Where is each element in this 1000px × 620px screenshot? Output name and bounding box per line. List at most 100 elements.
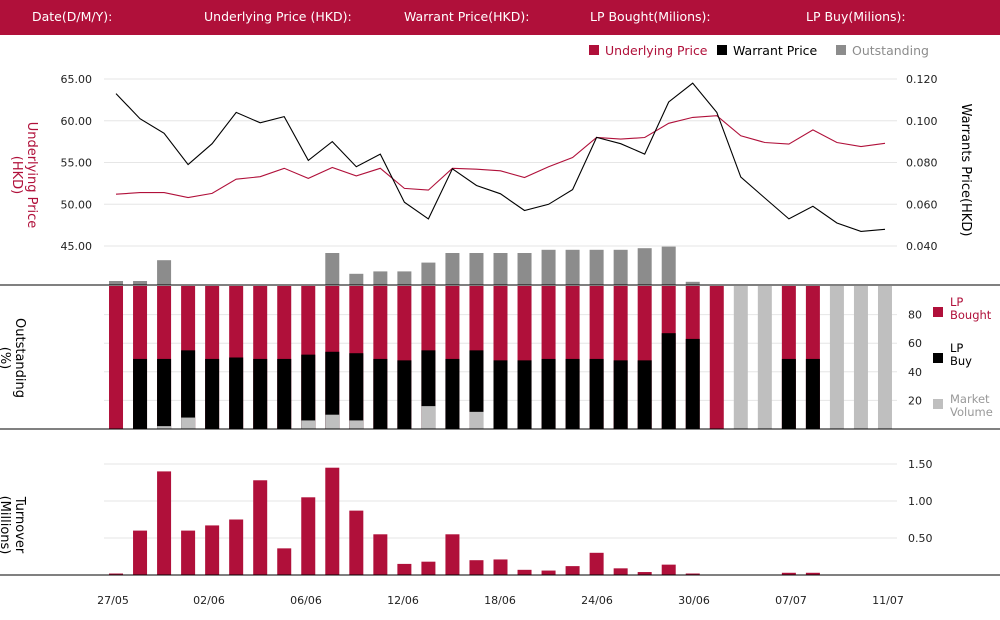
outstanding-bar <box>133 281 148 285</box>
outstanding-tick-label: 20 <box>908 394 922 407</box>
outstanding-tick-label: 60 <box>908 337 922 350</box>
market-volume-bar <box>421 406 436 429</box>
warrant-price-line <box>115 82 886 232</box>
warrant-chart: Underlying Price Warrant Price Outstandi… <box>0 43 1000 607</box>
lp-buy-bar <box>661 333 676 429</box>
x-tick-label: 18/06 <box>484 594 516 607</box>
lp-buy-bar <box>181 350 196 429</box>
legend-warrant-label: Warrant Price <box>733 43 818 58</box>
lp-buy-bar <box>349 353 364 429</box>
lp-buy-label: LP Buy(Milions): <box>806 9 906 24</box>
lp-buy-bar <box>325 351 340 429</box>
x-tick-label: 30/06 <box>678 594 710 607</box>
market-volume-bar <box>829 286 844 429</box>
outstanding-bar <box>541 249 556 285</box>
outstanding-bar <box>325 253 340 285</box>
turnover-bar <box>637 572 652 575</box>
price-legend: Underlying Price Warrant Price Outstandi… <box>589 43 929 58</box>
turnover-axis-title: Turnover(Millions) <box>0 496 27 555</box>
turnover-bar <box>517 569 532 575</box>
outstanding-bar <box>493 253 508 285</box>
turnover-bar <box>445 534 460 575</box>
market-volume-bar <box>157 426 172 429</box>
x-tick-label: 24/06 <box>581 594 613 607</box>
legend-underlying-label: Underlying Price <box>605 43 708 58</box>
lp-buy-bar <box>589 358 604 429</box>
outstanding-bar <box>373 271 388 285</box>
market-volume-bar <box>181 417 196 429</box>
lp-buy-bar <box>493 360 508 429</box>
x-tick-label: 06/06 <box>290 594 322 607</box>
date-label: Date(D/M/Y): <box>32 9 113 24</box>
lp-buy-bar <box>517 360 532 429</box>
underlying-tick-label: 45.00 <box>61 240 93 253</box>
market-volume-bar <box>757 286 772 429</box>
turnover-bar <box>373 534 388 575</box>
lp-buy-bar <box>157 358 172 429</box>
turnover-bar <box>133 530 148 575</box>
lp-buy-bar <box>229 357 244 429</box>
lp-buy-bar <box>781 358 796 429</box>
outstanding-bar <box>421 262 436 285</box>
lp-buy-bar <box>133 358 148 429</box>
market-volume-bar <box>325 414 340 429</box>
underlying-price-line <box>115 115 886 199</box>
legend-outstanding-label: Outstanding <box>852 43 929 58</box>
header-bar: Date(D/M/Y): Underlying Price (HKD): War… <box>0 0 1000 35</box>
warrant-tick-label: 0.040 <box>906 240 938 253</box>
underlying-price-label: Underlying Price (HKD): <box>204 9 352 24</box>
warrant-tick-label: 0.060 <box>906 198 938 211</box>
outstanding-axis-title: Outstanding(%) <box>0 318 27 398</box>
x-tick-label: 11/07 <box>872 594 904 607</box>
turnover-bar <box>469 560 484 575</box>
x-tick-label: 27/05 <box>97 594 129 607</box>
market-volume-bar <box>853 286 868 429</box>
turnover-bar <box>397 563 412 575</box>
warrant-tick-label: 0.120 <box>906 73 938 86</box>
warrant-price-label: Warrant Price(HKD): <box>404 9 530 24</box>
lp-buy-bar <box>373 358 388 429</box>
outstanding-bar <box>157 260 172 285</box>
turnover-bar <box>781 572 796 575</box>
turnover-tick-label: 1.50 <box>908 458 933 471</box>
underlying-tick-label: 65.00 <box>61 73 93 86</box>
lp-buy-bar <box>805 358 820 429</box>
legend-underlying-swatch <box>589 45 599 55</box>
legend-lp-bought-swatch <box>933 307 943 317</box>
legend-outstanding-swatch <box>836 45 846 55</box>
market-volume-bar <box>349 420 364 429</box>
turnover-bar <box>325 467 340 575</box>
turnover-bar <box>181 530 196 575</box>
outstanding-bar <box>589 249 604 285</box>
turnover-bar <box>157 471 172 575</box>
lp-bought-bar <box>709 286 724 429</box>
turnover-bar <box>613 568 628 575</box>
lp-legend: LP Bought LP Buy Market Volume <box>933 295 993 419</box>
lp-buy-bar <box>685 338 700 429</box>
turnover-bar <box>589 552 604 575</box>
lp-buy-bar <box>301 354 316 429</box>
outstanding-tick-label: 40 <box>908 366 922 379</box>
warrant-tick-label: 0.080 <box>906 157 938 170</box>
warrant-tick-label: 0.100 <box>906 115 938 128</box>
lp-buy-bar <box>637 360 652 429</box>
turnover-bar <box>541 570 556 575</box>
underlying-tick-label: 60.00 <box>61 115 93 128</box>
lp-buy-bar <box>205 358 220 429</box>
lp-buy-bar <box>469 350 484 429</box>
outstanding-bar <box>661 246 676 285</box>
outstanding-bar <box>637 248 652 285</box>
outstanding-bar <box>109 281 124 285</box>
outstanding-bar <box>397 271 412 285</box>
turnover-bar <box>277 548 292 575</box>
turnover-bar <box>301 497 316 575</box>
turnover-bar <box>565 566 580 575</box>
outstanding-bar <box>613 249 628 285</box>
x-tick-label: 12/06 <box>387 594 419 607</box>
underlying-tick-label: 55.00 <box>61 157 93 170</box>
market-volume-bar <box>469 411 484 429</box>
x-tick-label: 02/06 <box>193 594 225 607</box>
x-tick-label: 07/07 <box>775 594 807 607</box>
turnover-bar <box>253 480 268 575</box>
turnover-bar <box>349 510 364 575</box>
